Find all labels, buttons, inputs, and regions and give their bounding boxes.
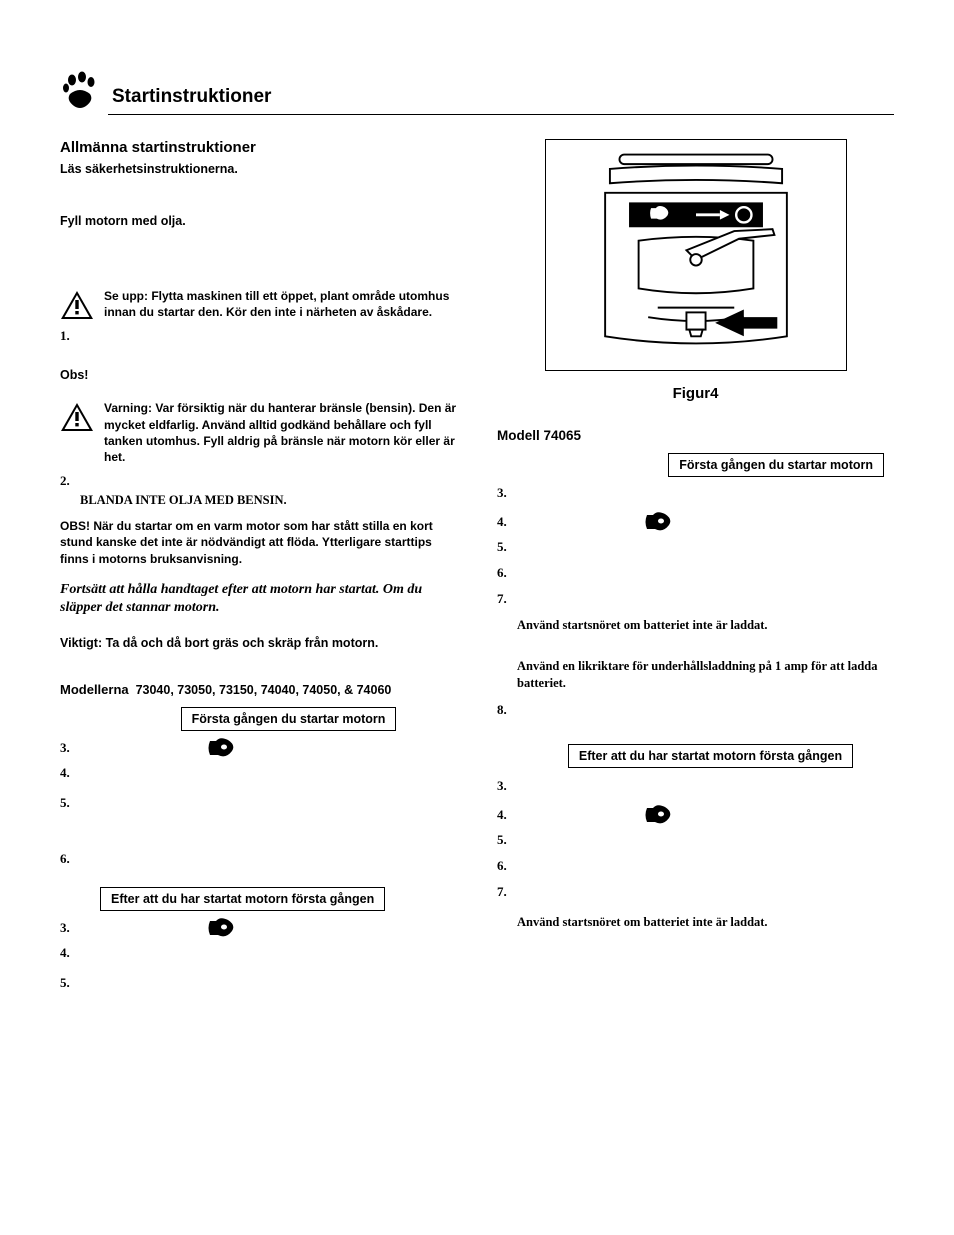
page-header: Startinstruktioner xyxy=(60,70,894,110)
first-start-box-r: Första gången du startar motorn xyxy=(668,453,884,477)
after-start-box: Efter att du har startat motorn första g… xyxy=(100,887,385,911)
important-note: Viktigt: Ta då och då bort gräs och skrä… xyxy=(60,635,457,652)
after-step-3: 3. xyxy=(60,920,76,936)
step-4: 4. xyxy=(60,765,457,781)
after-start-box-wrap: Efter att du har startat motorn första g… xyxy=(100,887,457,911)
models-list: 73040, 73050, 73150, 74040, 74050, & 740… xyxy=(136,683,392,697)
ra-step-3: 3. xyxy=(497,778,894,794)
engine-diagram-icon xyxy=(551,145,841,365)
ra-step-5: 5. xyxy=(497,832,894,848)
ra-step-4: 4. xyxy=(497,807,513,823)
content-columns: Allmänna startinstruktioner Läs säkerhet… xyxy=(60,139,894,1005)
section-title: Allmänna startinstruktioner xyxy=(60,139,457,156)
after-step-4: 4. xyxy=(60,945,457,961)
first-start-box-wrap-r: Första gången du startar motorn xyxy=(497,453,884,477)
after-start-box-wrap-r: Efter att du har startat motorn första g… xyxy=(527,744,894,768)
r-step-8: 8. xyxy=(497,702,894,718)
warning-triangle-icon xyxy=(60,290,94,320)
ra-step-6: 6. xyxy=(497,858,894,874)
warning-block: Varning: Var försiktig när du hanterar b… xyxy=(60,400,457,465)
charger-note: Använd en likriktare för underhållsladdn… xyxy=(517,658,894,692)
step-2: 2. xyxy=(60,473,457,489)
figure-4-box xyxy=(545,139,847,371)
caution-text: Se upp: Flytta maskinen till ett öppet, … xyxy=(104,288,457,320)
after-step-5: 5. xyxy=(60,975,457,991)
step-3-row: 3. xyxy=(60,737,457,759)
manual-page: Startinstruktioner Allmänna startinstruk… xyxy=(0,0,954,1235)
first-start-box: Första gången du startar motorn xyxy=(181,707,397,731)
warning-text: Varning: Var försiktig när du hanterar b… xyxy=(104,400,457,465)
primer-bulb-icon xyxy=(643,804,673,826)
header-rule xyxy=(108,114,894,115)
primer-bulb-icon xyxy=(643,511,673,533)
restart-note: OBS! När du startar om en varm motor som… xyxy=(60,518,457,567)
no-mix-text: BLANDA INTE OLJA MED BENSIN. xyxy=(80,493,457,508)
primer-bulb-icon xyxy=(206,737,236,759)
r-step-4-row: 4. xyxy=(497,511,894,533)
r-step-4: 4. xyxy=(497,514,513,530)
after-start-box-r: Efter att du har startat motorn första g… xyxy=(568,744,853,768)
models-line: Modellerna 73040, 73050, 73150, 74040, 7… xyxy=(60,682,457,697)
ra-step-7: 7. xyxy=(497,884,894,900)
first-start-box-wrap: Första gången du startar motorn xyxy=(120,707,457,731)
fill-oil-text: Fyll motorn med olja. xyxy=(60,214,457,228)
left-column: Allmänna startinstruktioner Läs säkerhet… xyxy=(60,139,457,1005)
models-lead: Modellerna xyxy=(60,682,129,697)
obs-label: Obs! xyxy=(60,368,457,382)
ra-step-4-row: 4. xyxy=(497,804,894,826)
right-column: Figur4 Modell 74065 Första gången du sta… xyxy=(497,139,894,1005)
cord-note: Använd startsnöret om batteriet inte är … xyxy=(517,617,894,634)
cord-note-2: Använd startsnöret om batteriet inte är … xyxy=(517,914,894,931)
step-6: 6. xyxy=(60,851,457,867)
r-step-7: 7. xyxy=(497,591,894,607)
read-safety-text: Läs säkerhetsinstruktionerna. xyxy=(60,162,457,176)
primer-bulb-icon xyxy=(206,917,236,939)
model-74065-heading: Modell 74065 xyxy=(497,428,894,443)
caution-block: Se upp: Flytta maskinen till ett öppet, … xyxy=(60,288,457,320)
step-1: 1. xyxy=(60,328,457,344)
r-step-3: 3. xyxy=(497,485,894,501)
hold-handle-note: Fortsätt att hålla handtaget efter att m… xyxy=(60,581,457,617)
r-step-6: 6. xyxy=(497,565,894,581)
after-step-3-row: 3. xyxy=(60,917,457,939)
warning-triangle-icon xyxy=(60,402,94,432)
step-5: 5. xyxy=(60,795,457,811)
figure-caption: Figur4 xyxy=(497,385,894,402)
paw-icon xyxy=(60,70,100,110)
step-3: 3. xyxy=(60,740,76,756)
r-step-5: 5. xyxy=(497,539,894,555)
page-title: Startinstruktioner xyxy=(112,86,271,110)
